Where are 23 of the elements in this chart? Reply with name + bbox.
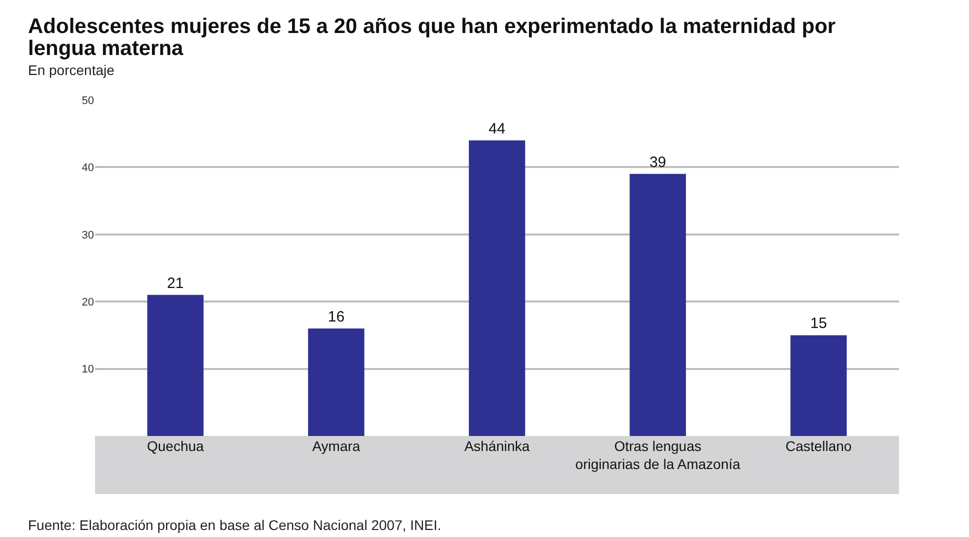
x-tick-label: Asháninka [464,438,530,454]
data-label: 39 [649,154,666,171]
chart-subtitle: En porcentaje [28,62,114,78]
source-note: Fuente: Elaboración propia en base al Censo Nacional 2007, INEI. [28,517,442,533]
data-label: 21 [167,274,184,292]
bar [790,335,847,436]
bar [308,328,364,436]
y-tick-label: 20 [82,296,94,308]
data-label: 44 [488,120,506,138]
x-tick-label: Quechua [146,438,204,454]
bar [147,294,204,436]
chart-title: Adolescentes mujeres de 15 a 20 años que han experimentado la maternidad por lengua materna [28,15,837,60]
x-tick-label: Aymara [312,438,360,454]
bar [468,140,526,436]
y-tick-label: 40 [82,162,94,174]
x-tick-label: Castellano [786,438,852,454]
data-label: 16 [328,308,345,326]
y-tick-label: 10 [82,364,94,376]
y-tick-label: 50 [82,94,94,107]
data-label: 15 [810,315,827,332]
x-tick-label: Otras lenguas originarias de la Amazonía [575,438,740,472]
bar [630,174,686,436]
y-tick-label: 30 [82,229,94,242]
